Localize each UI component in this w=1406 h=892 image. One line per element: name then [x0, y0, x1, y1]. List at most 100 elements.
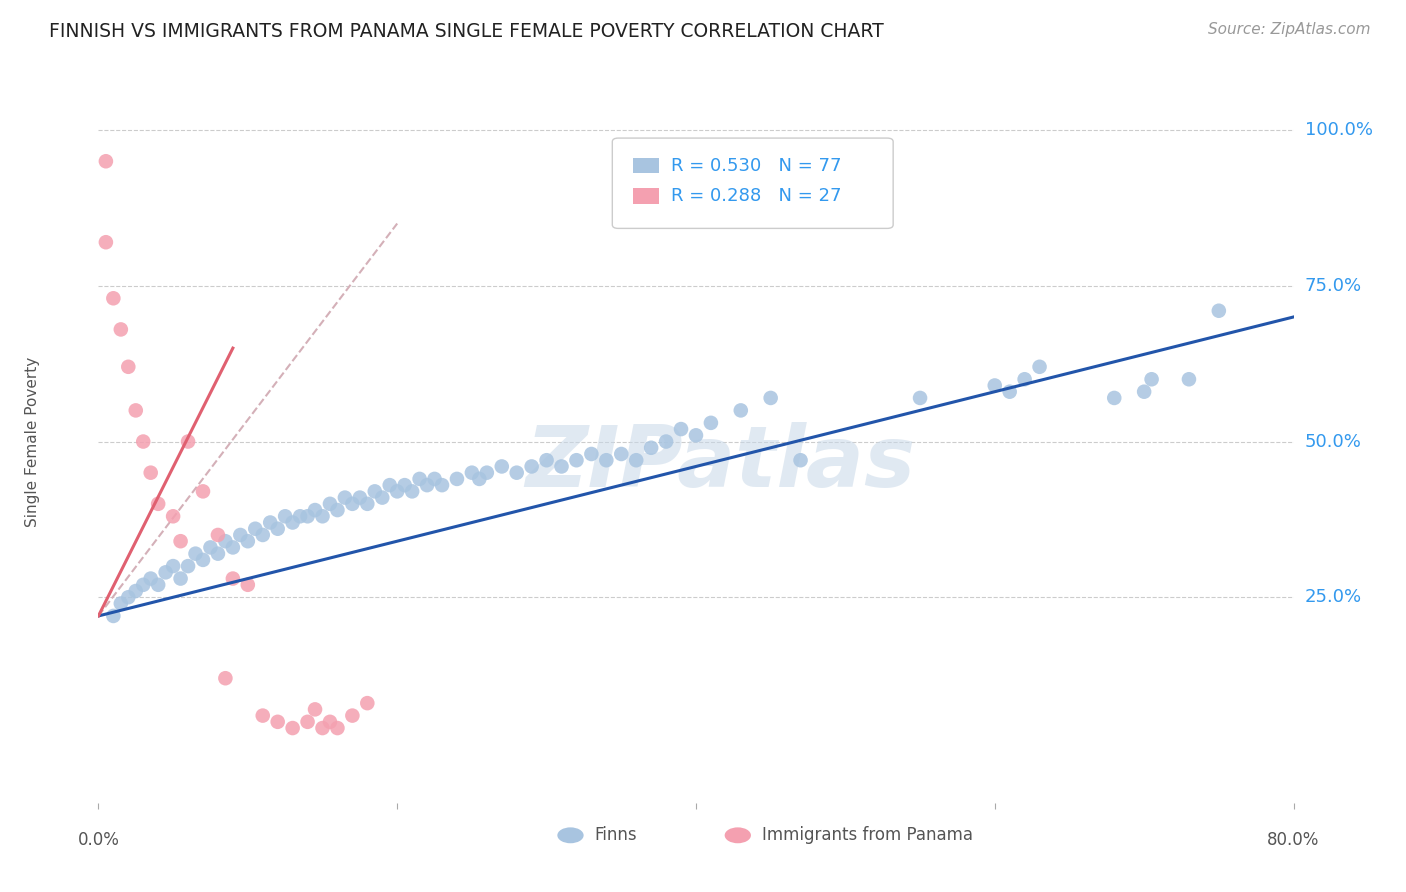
Point [550, 459, 572, 474]
Point [333, 491, 356, 505]
Text: Source: ZipAtlas.com: Source: ZipAtlas.com [1208, 22, 1371, 37]
Point [475, 466, 498, 480]
Point [139, 466, 162, 480]
Point [132, 434, 155, 449]
Text: 50.0%: 50.0% [1305, 433, 1361, 450]
Point [236, 578, 259, 592]
Point [356, 497, 378, 511]
Point [1208, 303, 1230, 318]
Text: ZIPatlas: ZIPatlas [524, 422, 915, 505]
Point [319, 714, 342, 729]
Point [207, 528, 229, 542]
Point [236, 534, 259, 549]
Point [162, 509, 184, 524]
Point [378, 478, 401, 492]
Point [506, 466, 529, 480]
Point [730, 403, 752, 417]
Point [669, 422, 692, 436]
Text: 80.0%: 80.0% [1267, 830, 1320, 848]
FancyBboxPatch shape [613, 138, 893, 228]
Point [610, 447, 633, 461]
Point [94, 154, 117, 169]
Point [446, 472, 468, 486]
Point [416, 478, 439, 492]
Point [267, 522, 290, 536]
Point [103, 609, 125, 624]
Point [326, 721, 349, 735]
Bar [633, 188, 659, 204]
Point [103, 291, 125, 305]
Point [1014, 372, 1036, 386]
Point [94, 235, 117, 250]
Point [297, 509, 319, 524]
Point [685, 428, 707, 442]
Point [252, 708, 274, 723]
Point [311, 509, 333, 524]
Text: 0.0%: 0.0% [77, 830, 120, 848]
Point [461, 466, 484, 480]
Point [1140, 372, 1163, 386]
Point [640, 441, 662, 455]
Point [191, 484, 214, 499]
Point [319, 497, 342, 511]
Text: R = 0.288   N = 27: R = 0.288 N = 27 [671, 187, 841, 205]
Point [908, 391, 931, 405]
Point [259, 516, 281, 530]
Point [468, 472, 491, 486]
Point [401, 484, 423, 499]
Text: FINNISH VS IMMIGRANTS FROM PANAMA SINGLE FEMALE POVERTY CORRELATION CHART: FINNISH VS IMMIGRANTS FROM PANAMA SINGLE… [49, 22, 884, 41]
Point [998, 384, 1021, 399]
Point [162, 559, 184, 574]
Point [423, 472, 446, 486]
Point [1104, 391, 1126, 405]
Point [117, 591, 139, 605]
Point [110, 597, 132, 611]
Bar [633, 158, 659, 173]
Point [267, 714, 290, 729]
Circle shape [557, 828, 583, 843]
Point [789, 453, 811, 467]
Point [214, 534, 236, 549]
Point [288, 509, 311, 524]
Point [177, 434, 200, 449]
Text: 100.0%: 100.0% [1305, 121, 1372, 139]
Point [626, 453, 648, 467]
Point [125, 403, 148, 417]
Point [155, 566, 177, 580]
Point [1178, 372, 1201, 386]
Point [700, 416, 723, 430]
Point [125, 584, 148, 599]
Point [491, 459, 513, 474]
Text: Finns: Finns [595, 826, 637, 845]
Point [565, 453, 588, 467]
Point [229, 528, 252, 542]
Point [117, 359, 139, 374]
Point [214, 671, 236, 685]
Point [520, 459, 543, 474]
Point [222, 541, 245, 555]
Point [304, 702, 326, 716]
Point [364, 484, 387, 499]
Text: R = 0.530   N = 77: R = 0.530 N = 77 [671, 156, 841, 175]
Text: 25.0%: 25.0% [1305, 588, 1362, 607]
Point [759, 391, 782, 405]
Point [536, 453, 558, 467]
Point [169, 572, 191, 586]
Point [281, 516, 304, 530]
Point [222, 572, 245, 586]
Point [430, 478, 453, 492]
Point [184, 547, 207, 561]
Point [984, 378, 1007, 392]
Point [139, 572, 162, 586]
Point [207, 547, 229, 561]
Text: 75.0%: 75.0% [1305, 277, 1362, 295]
Point [1028, 359, 1050, 374]
Point [408, 472, 430, 486]
Point [177, 559, 200, 574]
Point [169, 534, 191, 549]
Point [342, 708, 364, 723]
Point [252, 528, 274, 542]
Point [326, 503, 349, 517]
Point [356, 696, 378, 710]
Point [595, 453, 617, 467]
